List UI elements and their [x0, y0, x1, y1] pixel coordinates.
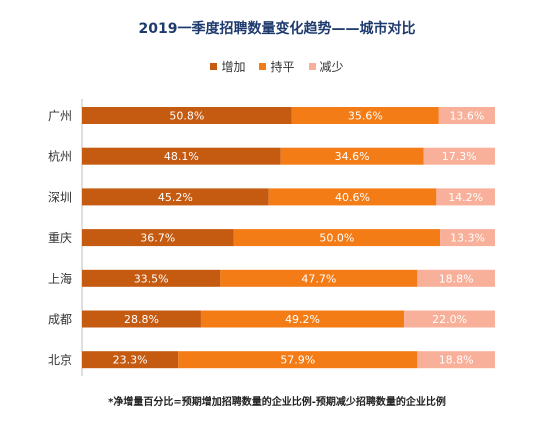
chart-title: 2019一季度招聘数量变化趋势——城市对比: [138, 21, 416, 37]
category-label-shenzhen: 深圳: [48, 190, 72, 204]
legend-label-flat: 持平: [270, 60, 295, 74]
data-label-chengdu-increase: 28.8%: [124, 313, 159, 326]
data-label-chengdu-flat: 49.2%: [285, 313, 320, 326]
data-label-chengdu-decrease: 22.0%: [432, 313, 467, 326]
data-label-chongqing-flat: 50.0%: [319, 232, 354, 245]
bar-shenzhen-increase: [82, 188, 269, 206]
legend-item-flat: 持平: [259, 58, 295, 75]
data-label-beijing-increase: 23.3%: [113, 354, 148, 367]
data-label-shanghai-increase: 33.5%: [134, 272, 169, 285]
category-label-guangzhou: 广州: [48, 109, 72, 123]
bar-hangzhou-decrease: [423, 147, 495, 165]
category-label-chongqing: 重庆: [48, 231, 72, 245]
bar-hangzhou-flat: [280, 147, 424, 165]
data-label-beijing-decrease: 18.8%: [439, 354, 474, 367]
legend: 增加 持平 减少: [0, 58, 554, 75]
category-label-hangzhou: 杭州: [48, 149, 72, 164]
data-label-hangzhou-increase: 48.1%: [164, 150, 199, 163]
legend-swatch-decrease: [308, 63, 316, 70]
bar-hangzhou-increase: [82, 147, 281, 165]
data-label-shanghai-flat: 47.7%: [301, 272, 336, 285]
data-label-shanghai-decrease: 18.8%: [439, 272, 474, 285]
bar-shanghai-decrease: [417, 269, 495, 287]
data-label-guangzhou-decrease: 13.6%: [449, 110, 484, 123]
bar-guangzhou-decrease: [438, 107, 495, 124]
data-label-shenzhen-increase: 45.2%: [158, 191, 193, 204]
data-label-hangzhou-flat: 34.6%: [335, 150, 370, 163]
legend-swatch-increase: [210, 63, 218, 70]
bar-beijing-increase: [82, 351, 179, 369]
legend-label-decrease: 减少: [319, 60, 344, 74]
bar-shenzhen-flat: [268, 188, 437, 206]
data-label-guangzhou-flat: 35.6%: [348, 110, 383, 123]
bar-chengdu-flat: [200, 310, 405, 328]
data-label-guangzhou-increase: 50.8%: [169, 110, 204, 123]
category-label-chengdu: 成都: [48, 313, 72, 327]
bar-beijing-decrease: [417, 351, 495, 369]
data-label-hangzhou-decrease: 17.3%: [442, 150, 477, 163]
bar-chongqing-decrease: [440, 229, 495, 247]
bar-shenzhen-decrease: [436, 188, 495, 206]
bar-guangzhou-flat: [291, 107, 439, 124]
bar-chongqing-increase: [82, 229, 234, 247]
bar-chengdu-decrease: [404, 310, 495, 328]
data-label-chongqing-decrease: 13.3%: [450, 232, 485, 245]
bar-shanghai-increase: [82, 269, 221, 287]
bar-beijing-flat: [178, 351, 418, 369]
category-label-shanghai: 上海: [48, 271, 72, 286]
bar-chongqing-flat: [233, 229, 441, 247]
legend-item-decrease: 减少: [308, 58, 344, 75]
data-label-shenzhen-decrease: 14.2%: [448, 191, 483, 204]
footnote: *净增量百分比=预期增加招聘数量的企业比例-预期减少招聘数量的企业比例: [108, 397, 446, 408]
data-label-chongqing-increase: 36.7%: [140, 232, 175, 245]
legend-swatch-flat: [259, 63, 267, 70]
bar-chengdu-increase: [82, 310, 201, 328]
data-label-beijing-flat: 57.9%: [280, 354, 315, 367]
data-label-shenzhen-flat: 40.6%: [335, 191, 370, 204]
bar-shanghai-flat: [220, 269, 418, 287]
category-label-beijing: 北京: [48, 353, 72, 367]
bar-guangzhou-increase: [82, 107, 292, 124]
legend-item-increase: 增加: [210, 58, 245, 75]
legend-label-increase: 增加: [221, 60, 246, 74]
